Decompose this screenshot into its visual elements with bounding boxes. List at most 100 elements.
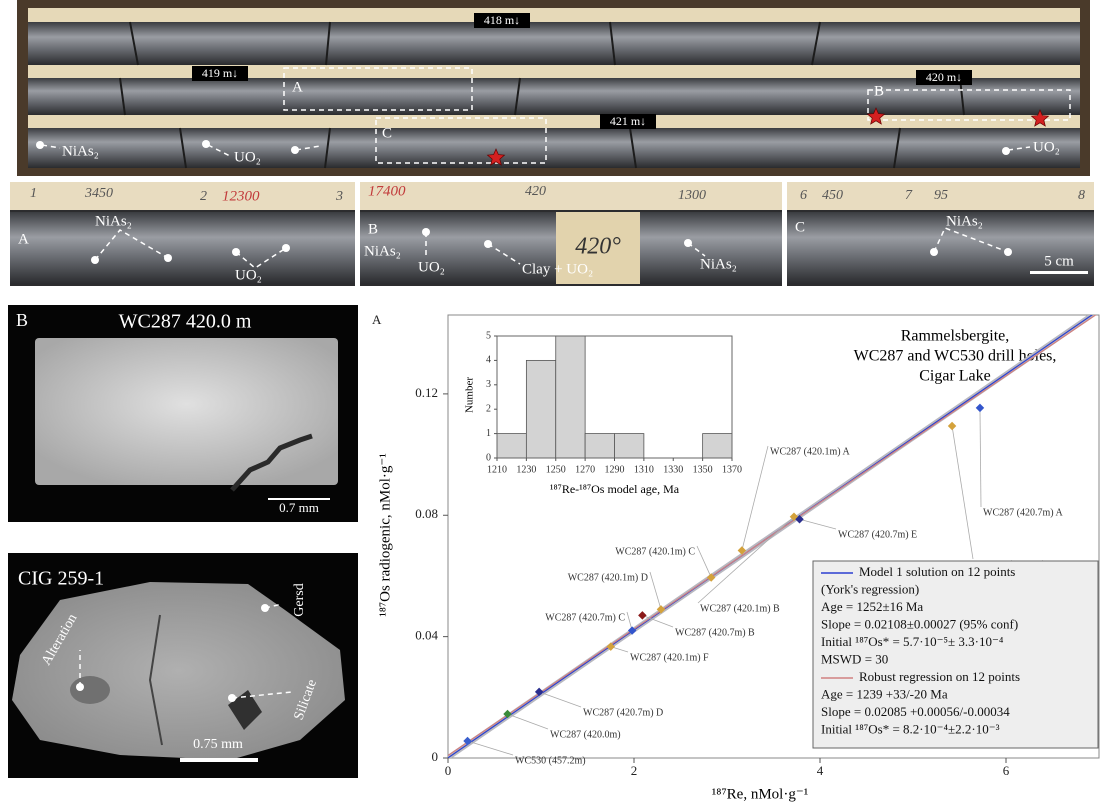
x-tick-label: 1210 (487, 464, 507, 475)
bar (525, 359, 557, 459)
scale-label: 0.75 mm (193, 737, 243, 752)
leader-line (697, 516, 795, 604)
data-point (737, 546, 747, 555)
mineral-label: NiAs₂ (700, 256, 737, 272)
chart-title: Rammelsbergite, (901, 328, 1010, 345)
depth-label: 421 m↓ (610, 114, 646, 128)
y-axis-label: ¹⁸⁷Os radiogenic, nMol·g⁻¹ (377, 453, 393, 617)
x-tick-label: 0 (445, 763, 452, 778)
mineral-label: UO₂ (1033, 139, 1060, 155)
sem-image-cig: CIG 259-1 Alteration Gersd Silicate 0.75… (8, 553, 358, 778)
legend-label: Robust regression on 12 points (859, 669, 1020, 684)
leader-line (539, 691, 582, 708)
legend-text: Initial ¹⁸⁷Os* = 8.2·10⁻⁴±2.2·10⁻³ (821, 721, 1000, 736)
y-tick-label: 4 (486, 355, 491, 366)
chart-title: Cigar Lake (919, 368, 991, 385)
point-label: WC287 (420.0m) (550, 729, 621, 740)
image-label: B (16, 310, 28, 330)
core-mark: 6 (800, 188, 807, 203)
annotation: Gersd (292, 583, 307, 616)
mineral-label: NiAs₂ (946, 213, 983, 229)
core-mark: 450 (822, 188, 843, 203)
fit-line (448, 315, 1097, 757)
legend-text: (York's regression) (821, 581, 919, 596)
bar (555, 335, 586, 459)
core-mark: 8 (1078, 188, 1085, 203)
x-tick-label: 1370 (722, 464, 742, 475)
y-tick-label: 3 (486, 379, 491, 390)
panel-label: A (372, 312, 382, 327)
y-tick-label: 5 (486, 330, 491, 341)
x-tick-label: 2 (631, 763, 638, 778)
point-label: WC287 (420.7m) D (583, 707, 663, 718)
leader-line (649, 571, 662, 610)
bar (702, 433, 733, 459)
mineral-label: Clay + UO₂ (522, 261, 593, 277)
legend-text: MSWD = 30 (821, 651, 888, 666)
data-point (656, 605, 666, 614)
bar (584, 433, 615, 459)
chart-title: WC287 and WC530 drill holes, (854, 348, 1057, 365)
point-label: WC287 (420.7m) B (675, 627, 755, 638)
box-label: B (874, 83, 884, 99)
x-tick-label: 1330 (663, 464, 683, 475)
data-point (638, 611, 647, 620)
leader-line (799, 518, 837, 530)
legend-text: Slope = 0.02108±0.00027 (95% conf) (821, 616, 1018, 631)
leader-line (696, 545, 712, 578)
core-mark: 95 (934, 188, 948, 203)
x-tick-label: 6 (1003, 763, 1010, 778)
sem-image-b: B WC287 420.0 m 0.7 mm (8, 305, 358, 522)
mineral-label: UO₂ (235, 267, 262, 283)
y-tick-label: 2 (486, 403, 491, 414)
depth-label: 420 m↓ (926, 70, 962, 84)
leader-line (951, 425, 974, 560)
core-block-mark: 420° (575, 234, 621, 260)
data-point (947, 421, 957, 431)
point-label: WC287 (420.7m) A (983, 507, 1063, 518)
core-mark: 12300 (222, 188, 260, 204)
x-tick-label: 4 (817, 763, 824, 778)
leader-line (642, 615, 674, 628)
data-point (627, 626, 637, 635)
mineral-label: NiAs₂ (364, 243, 401, 259)
image-title: WC287 420.0 m (119, 311, 252, 333)
y-tick-label: 0 (486, 452, 491, 463)
y-tick-label: 0 (432, 749, 439, 764)
bar (496, 433, 527, 459)
point-label: WC287 (420.7m) C (545, 612, 625, 623)
bar (614, 433, 645, 459)
image-title: CIG 259-1 (18, 568, 104, 590)
y-tick-label: 1 (486, 428, 491, 439)
x-axis-label: ¹⁸⁷Re-¹⁸⁷Os model age, Ma (550, 482, 680, 496)
point-label: WC287 (420.1m) F (630, 652, 709, 663)
legend-text: Age = 1239 +33/-20 Ma (821, 686, 948, 701)
data-point (503, 709, 512, 719)
legend-label: Model 1 solution on 12 points (859, 564, 1015, 579)
data-point (975, 403, 985, 413)
core-box-photo: 418 m↓ 419 m↓ 420 m↓ 421 m↓ A B C NiAs₂ … (17, 0, 1090, 176)
y-tick-label: 0.04 (415, 628, 438, 643)
y-axis-label: Number (464, 377, 476, 413)
legend-box (812, 560, 1099, 749)
point-label: WC287 (420.1m) D (568, 572, 648, 583)
scale-label: 0.7 mm (279, 500, 319, 515)
core-mark: 3 (335, 189, 343, 204)
x-tick-label: 1350 (693, 464, 713, 475)
close-up-photos: 1 3450 2 12300 3 A NiAs₂ UO₂ 17400 420 1… (8, 180, 1096, 288)
mineral-label: NiAs₂ (95, 213, 132, 229)
point-label: WC287 (420.1m) B (700, 603, 780, 614)
depth-label: 418 m↓ (484, 13, 520, 27)
data-point (606, 642, 615, 651)
data-point (706, 573, 716, 582)
point-label: WC287 (420.1m) C (615, 546, 695, 557)
legend-text: Initial ¹⁸⁷Os* = 5.7·10⁻⁵± 3.3·10⁻⁴ (821, 634, 1004, 649)
close-up-label: C (795, 219, 805, 235)
point-label: WC530 (457.2m) (515, 755, 586, 766)
core-mark: 1300 (678, 188, 706, 203)
core-mark: 1 (30, 186, 37, 201)
mineral-label: NiAs₂ (62, 143, 99, 159)
x-tick-label: 1290 (605, 464, 625, 475)
x-axis-label: ¹⁸⁷Re, nMol·g⁻¹ (712, 786, 809, 802)
x-tick-label: 1270 (575, 464, 595, 475)
